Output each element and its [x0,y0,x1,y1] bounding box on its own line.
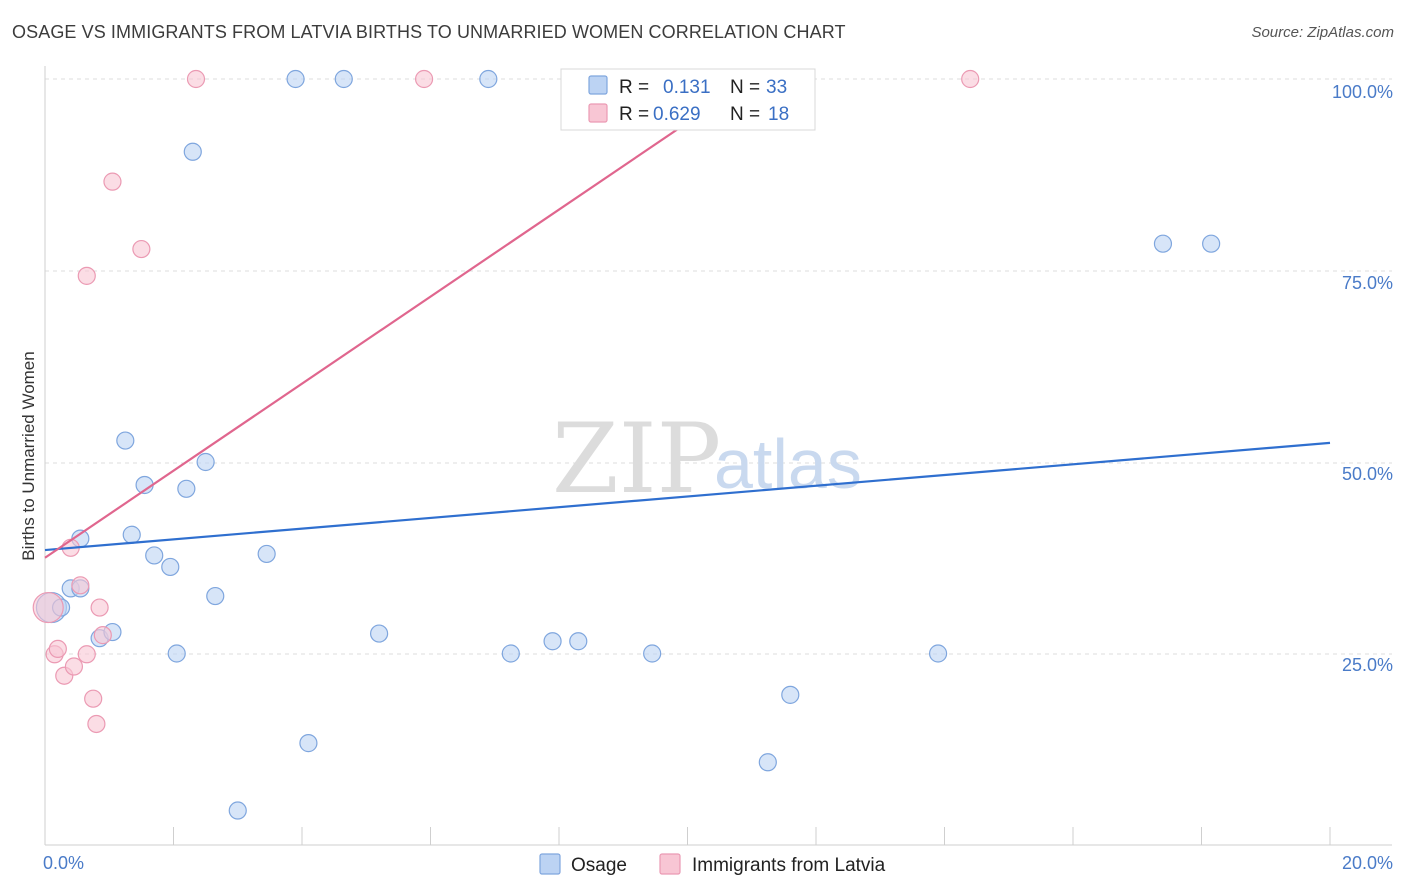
osage-point [299,734,318,753]
latvia-point [103,172,122,191]
x-tick-label: 20.0% [1342,853,1393,873]
osage-point [1202,234,1221,253]
osage-point [122,525,141,544]
osage-point [501,644,520,663]
latvia-point [132,239,151,259]
osage-point [928,644,948,663]
legend-osage-r-label: R = [619,77,649,98]
watermark-zip: ZIP [552,403,721,515]
latvia-point [77,645,96,664]
osage-point [167,644,186,663]
bottom-legend-osage-swatch [539,853,561,875]
osage-point [334,69,353,89]
bottom-legend-latvia-label: Immigrants from Latvia [692,855,886,876]
osage-point [116,431,135,450]
osage-point [286,69,305,89]
osage-point [161,557,180,577]
osage-point [257,544,276,564]
legend-osage-swatch [588,75,608,95]
y-tick-label: 100.0% [1332,82,1393,102]
osage-point [758,753,777,772]
chart-source: Source: ZipAtlas.com [1251,24,1394,41]
osage-point [206,586,225,606]
legend-osage-n-label: N = [730,77,760,98]
trend-layer [44,78,1331,559]
legend-osage-r-value: 0.131 [663,77,711,98]
osage-trend-line [44,441,1331,552]
latvia-point [84,689,103,708]
y-tick-label: 25.0% [1342,655,1393,675]
y-tick-label: 50.0% [1342,464,1393,484]
legend-latvia-r-label: R = [619,104,649,125]
grid-layer [45,78,1392,655]
latvia-point [414,69,434,89]
legend-osage-n-value: 33 [766,77,787,98]
latvia-point [32,591,64,624]
y-axis-label: Births to Unmarried Women [19,351,38,560]
osage-point [1153,234,1173,253]
osage-point [543,632,562,651]
legend-latvia-n-label: N = [730,104,760,125]
osage-point [643,644,662,663]
watermark-atlas: atlas [714,425,862,503]
osage-point [183,142,202,161]
latvia-point [90,598,109,617]
legend-latvia-r-value: 0.629 [653,104,701,125]
latvia-point [87,714,106,734]
series-legend: Osage Immigrants from Latvia [539,853,886,876]
correlation-legend: R = 0.131 N = 33 R = 0.629 N = 18 [560,68,816,131]
watermark: ZIP atlas [552,403,862,515]
osage-point [145,546,164,565]
latvia-trend-line [44,78,753,559]
bottom-legend-osage-label: Osage [571,855,627,876]
osage-point [781,685,800,704]
osage-point [228,801,247,820]
osage-point [177,479,196,498]
latvia-point [77,266,96,285]
legend-latvia-n-value: 18 [768,104,789,125]
latvia-point [93,626,112,645]
legend-latvia-swatch [588,103,608,123]
osage-point [196,452,215,472]
chart-title: OSAGE VS IMMIGRANTS FROM LATVIA BIRTHS T… [12,22,846,42]
osage-point [569,632,588,651]
latvia-point [71,576,90,595]
latvia-point [48,639,67,659]
latvia-point [961,69,980,89]
bottom-legend-latvia-swatch [659,853,681,875]
latvia-point [186,69,206,89]
osage-point [370,624,389,643]
axis-layer: 25.0% 50.0% 75.0% 100.0% 0.0% 20.0% [43,66,1393,873]
points-layer [32,69,1221,820]
y-tick-label: 75.0% [1342,273,1393,293]
osage-point [479,69,498,89]
latvia-point [64,657,84,676]
x-tick-label: 0.0% [43,853,84,873]
